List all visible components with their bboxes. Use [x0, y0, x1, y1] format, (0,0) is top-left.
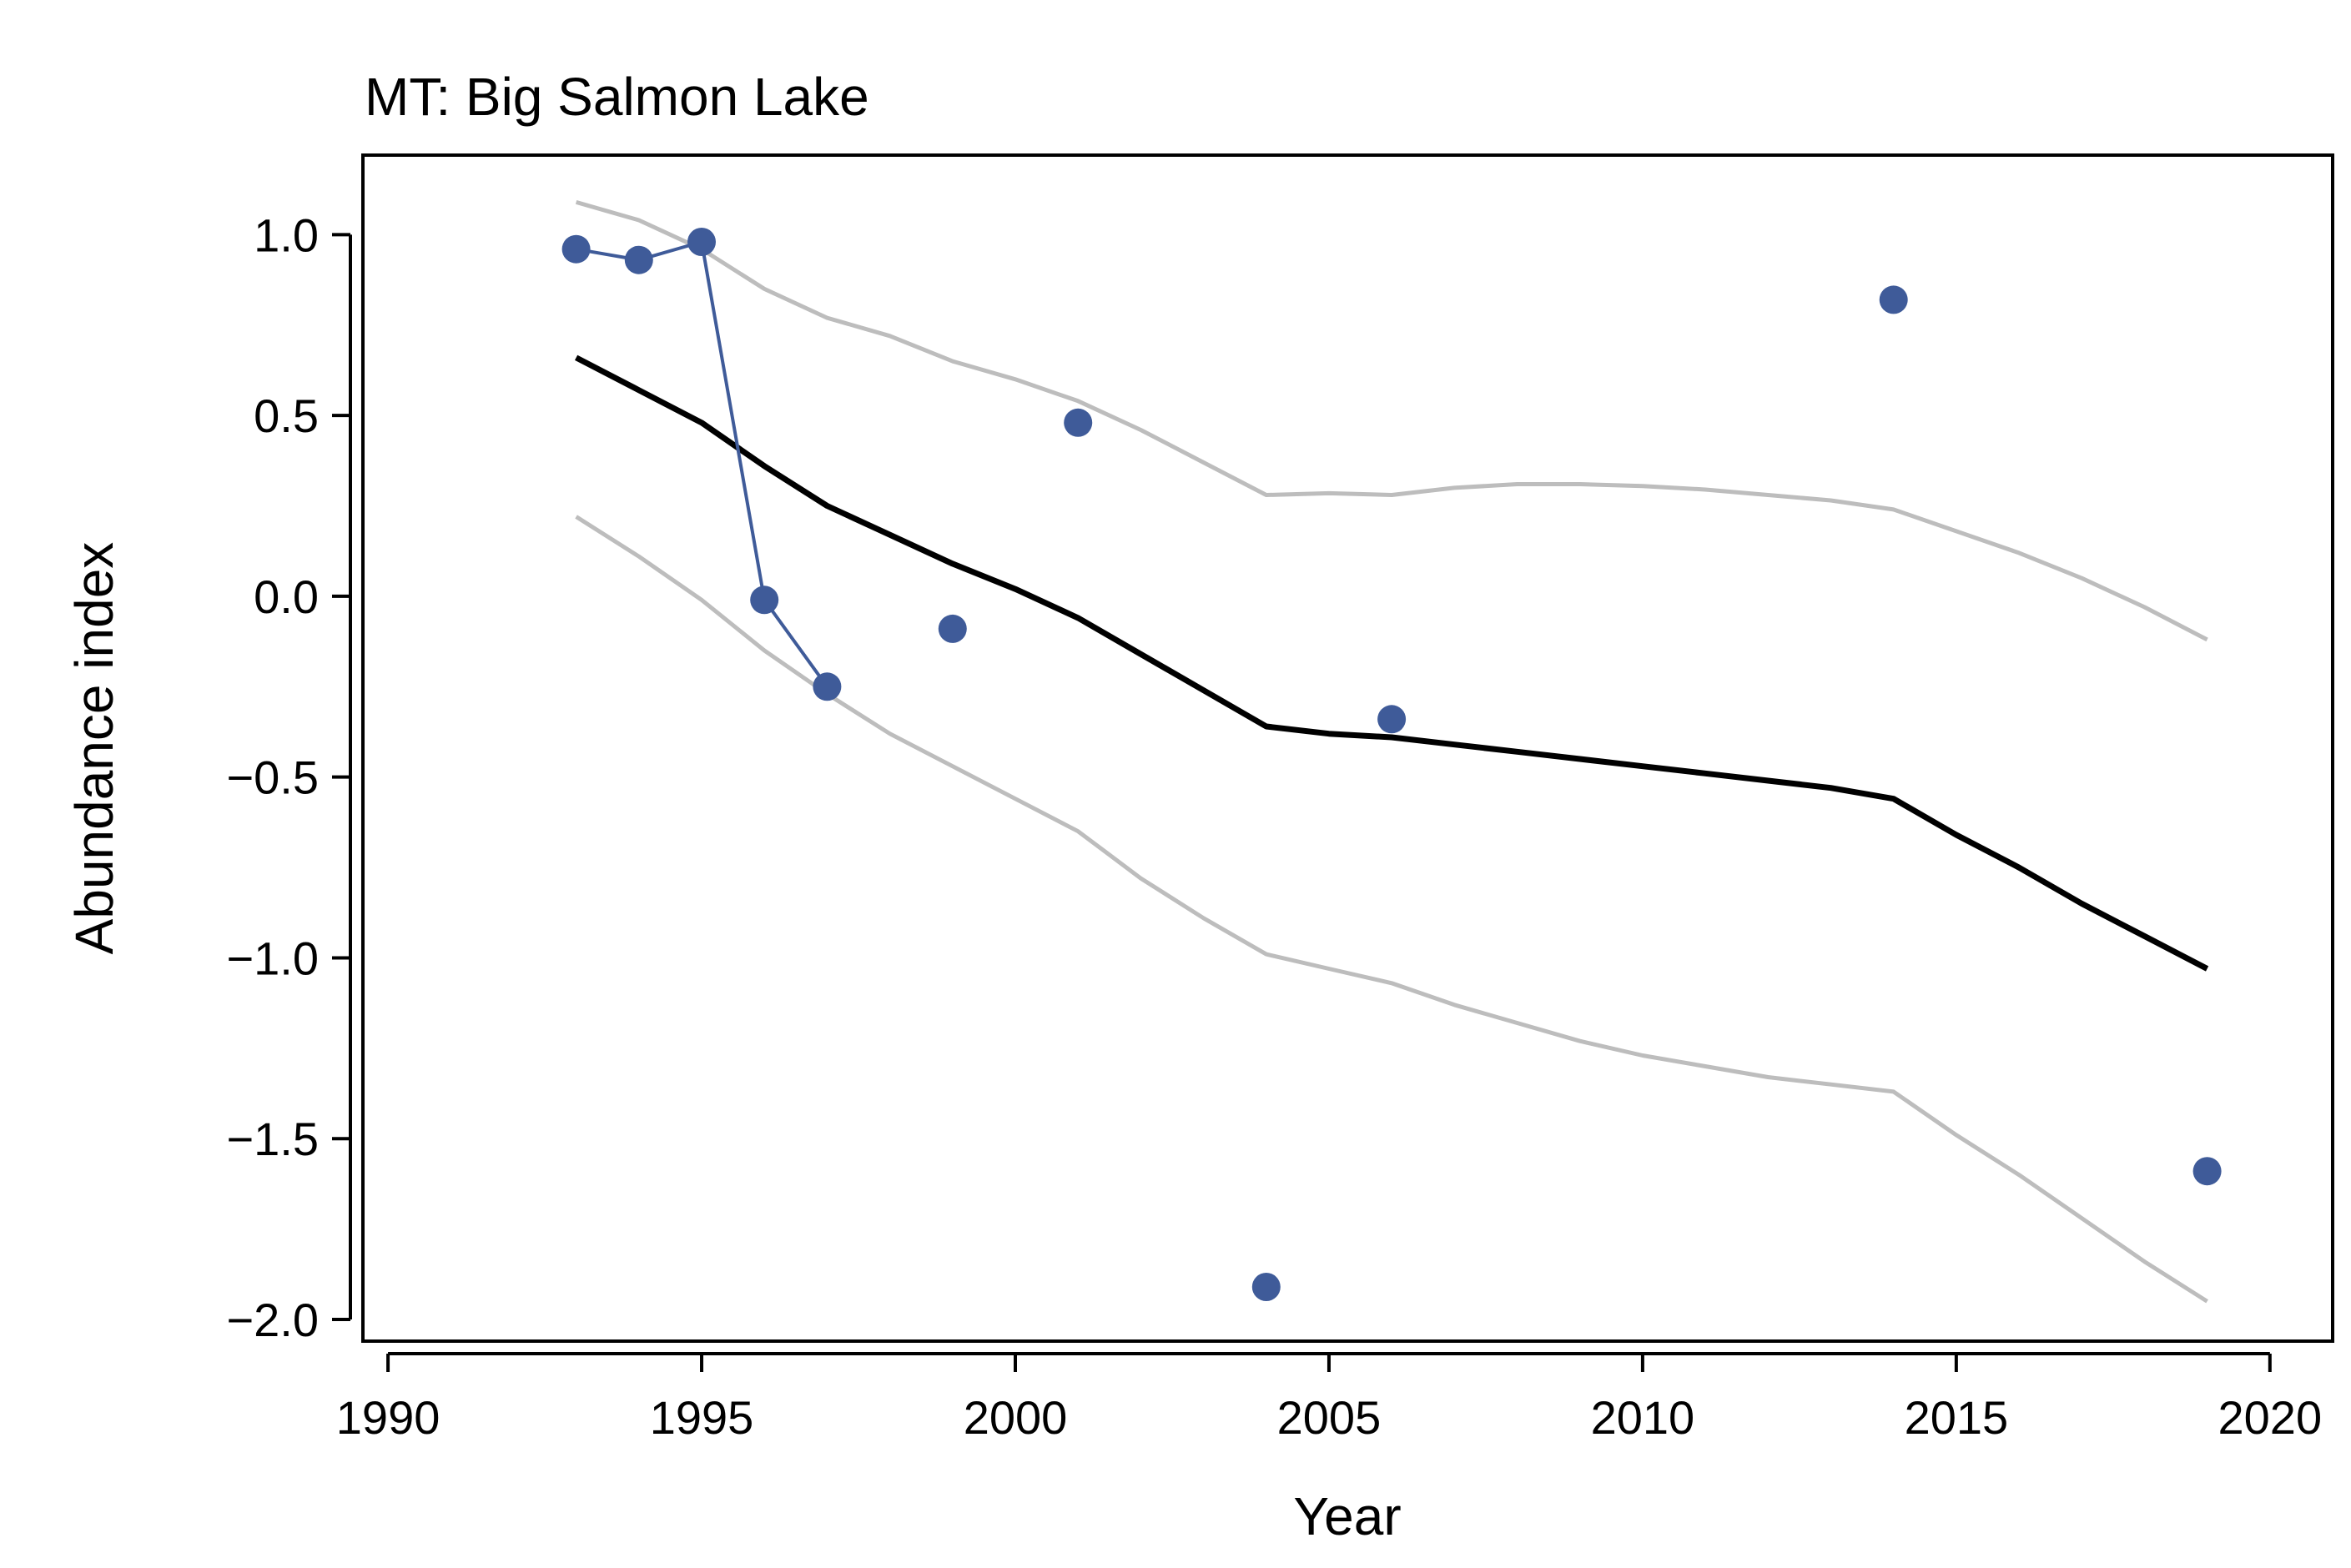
observed-point	[1377, 705, 1407, 734]
x-tick-label: 1995	[650, 1391, 754, 1444]
observed-point	[750, 585, 779, 615]
y-tick-label: 1.0	[254, 209, 319, 261]
y-tick-label: −2.0	[226, 1294, 319, 1346]
y-tick-label: −0.5	[226, 751, 319, 804]
observed-point	[561, 234, 591, 264]
y-axis: 1.0 0.5 0.0 −0.5 −1.0 −1.5 −2.0	[226, 209, 352, 1346]
observed-point	[2192, 1157, 2222, 1186]
observed-point	[624, 245, 653, 274]
observed-point	[813, 672, 842, 701]
plot-frame	[361, 153, 2334, 1343]
lower-interval-line	[575, 515, 2208, 1304]
x-tick-label: 2005	[1277, 1391, 1382, 1444]
y-tick-label: 0.5	[254, 389, 319, 442]
trend-line	[574, 354, 2209, 972]
x-tick-label: 1990	[336, 1391, 440, 1444]
y-tick-label: −1.0	[226, 932, 319, 984]
y-axis-label: Abundance index	[64, 542, 124, 955]
x-tick-label: 2020	[2218, 1391, 2323, 1444]
observed-point	[1251, 1273, 1281, 1301]
chart-title: MT: Big Salmon Lake	[365, 67, 869, 127]
observed-connecting-line	[576, 240, 829, 688]
observed-point	[938, 614, 967, 643]
y-tick-label: 0.0	[254, 570, 319, 623]
observed-data-layer	[561, 228, 2222, 1301]
upper-interval-line	[575, 199, 2208, 642]
x-axis-label: Year	[1293, 1486, 1401, 1546]
observed-point	[1879, 285, 1908, 314]
confidence-interval-lines	[575, 199, 2208, 1304]
x-tick-label: 2000	[964, 1391, 1068, 1444]
trend-line-layer	[574, 354, 2209, 972]
x-tick-label: 2015	[1905, 1391, 2009, 1444]
observed-point	[1064, 408, 1093, 437]
x-axis: 1990 1995 2000 2005 2010 2015 2020	[336, 1352, 2323, 1444]
y-tick-label: −1.5	[226, 1113, 319, 1165]
observed-point	[687, 228, 716, 256]
x-tick-label: 2010	[1591, 1391, 1695, 1444]
